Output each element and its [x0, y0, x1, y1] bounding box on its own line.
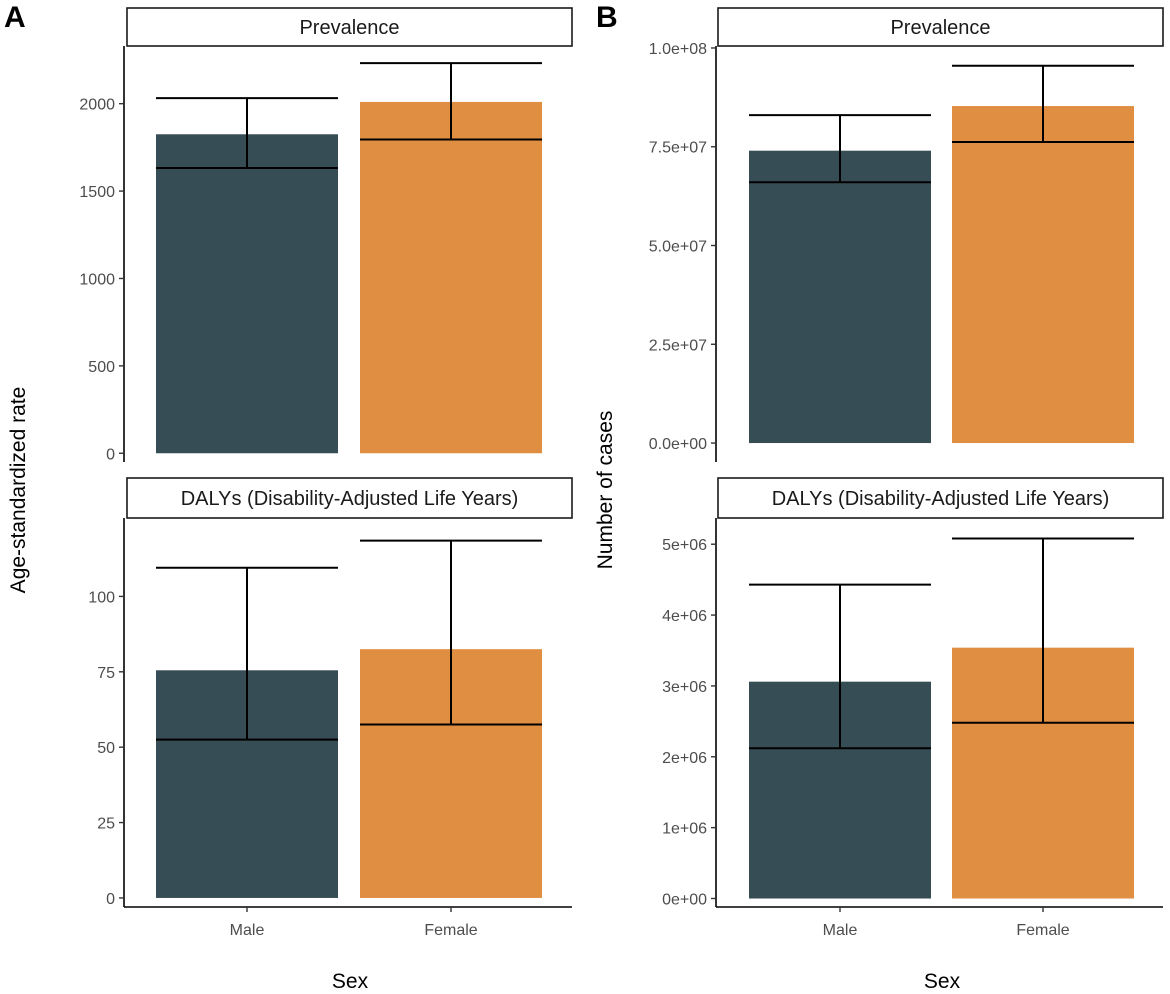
- panel-b-prevalence: Prevalence 0.0e+00 2.5e+07 5.0e+07 7.5e+07 1.…: [649, 7, 1164, 462]
- y-tick-label: 5.0e+07: [649, 239, 707, 256]
- panel-letter-b: B: [596, 1, 618, 34]
- x-axis-title-b: Sex: [924, 970, 961, 993]
- x-tick-label-male: Male: [823, 922, 858, 939]
- y-tick-label: 100: [88, 589, 115, 606]
- bar-male: [749, 150, 931, 444]
- y-tick-label: 75: [97, 665, 115, 682]
- y-tick-label: 25: [97, 816, 115, 833]
- y-tick-label: 7.5e+07: [649, 140, 707, 157]
- bar-male: [156, 134, 338, 454]
- y-tick-label: 2e+06: [662, 750, 707, 767]
- y-tick-label: 1.0e+08: [649, 41, 707, 58]
- x-tick-label-female: Female: [1016, 922, 1069, 939]
- strip-box: [717, 477, 1164, 519]
- y-tick-label: 2.5e+07: [649, 337, 707, 354]
- y-tick-label: 1000: [79, 271, 115, 288]
- panel-b-dalys: DALYs (Disability-Adjusted Life Years) 0e…: [662, 477, 1164, 939]
- y-tick-label: 500: [88, 359, 115, 376]
- strip-box: [717, 7, 1164, 47]
- y-axis-title-b: Number of cases: [594, 411, 617, 570]
- strip-box: [126, 7, 573, 47]
- strip-title: Prevalence: [299, 17, 399, 39]
- strip-title: Prevalence: [890, 17, 990, 39]
- strip-box: [126, 477, 573, 519]
- x-tick-label-male: Male: [230, 922, 265, 939]
- y-tick-label: 2000: [79, 97, 115, 114]
- y-tick-label: 5e+06: [662, 537, 707, 554]
- y-tick-label: 4e+06: [662, 608, 707, 625]
- strip-title: DALYs (Disability-Adjusted Life Years): [772, 488, 1110, 510]
- bar-female: [952, 106, 1134, 444]
- y-tick-label: 1500: [79, 184, 115, 201]
- y-tick-label: 0: [106, 891, 115, 908]
- bar-female: [360, 101, 542, 454]
- y-axis-title-a: Age-standardized rate: [7, 387, 30, 594]
- panel-a-prevalence: Prevalence 0 500 1000 1500 2000: [79, 7, 573, 463]
- y-tick-label: 1e+06: [662, 821, 707, 838]
- y-tick-label: 0: [106, 446, 115, 463]
- y-tick-label: 3e+06: [662, 679, 707, 696]
- y-tick-label: 0.0e+00: [649, 436, 707, 453]
- y-tick-label: 50: [97, 740, 115, 757]
- panel-a-dalys: DALYs (Disability-Adjusted Life Years) 0 2…: [88, 477, 573, 939]
- y-tick-label: 0e+00: [662, 891, 707, 908]
- strip-title: DALYs (Disability-Adjusted Life Years): [181, 488, 519, 510]
- x-tick-label-female: Female: [424, 922, 477, 939]
- panel-letter-a: A: [4, 1, 26, 34]
- x-axis-title-a: Sex: [332, 970, 369, 993]
